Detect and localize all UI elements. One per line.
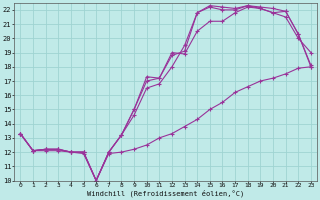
X-axis label: Windchill (Refroidissement éolien,°C): Windchill (Refroidissement éolien,°C): [87, 190, 244, 197]
